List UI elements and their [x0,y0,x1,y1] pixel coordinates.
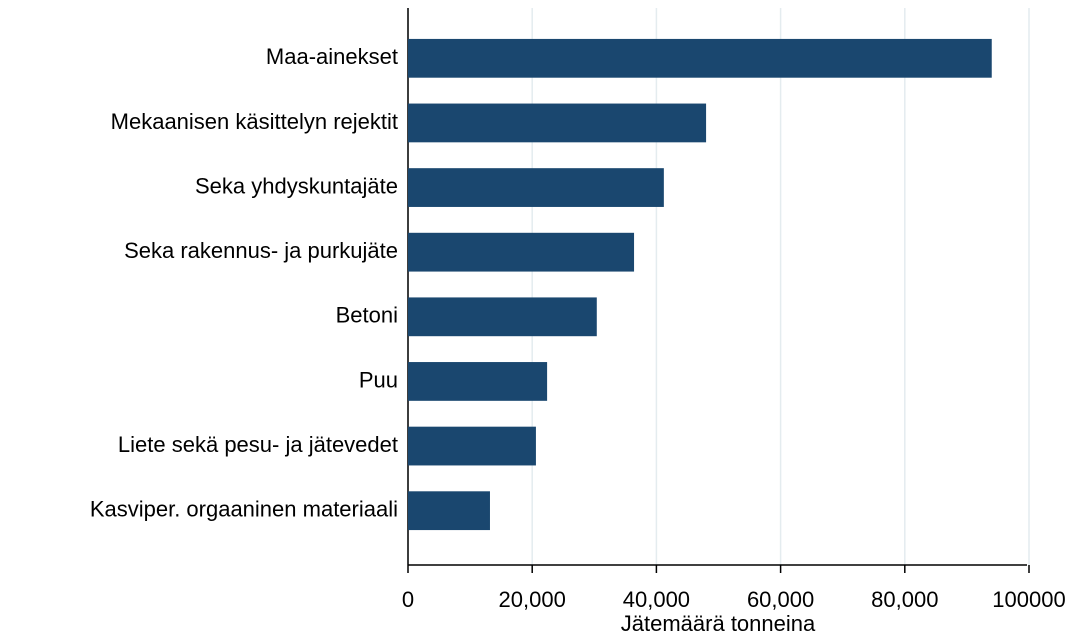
bar [408,297,597,337]
y-tick-label: Maa-ainekset [266,44,398,69]
x-tick-label: 20,000 [499,587,566,612]
x-tick-label: 60,000 [747,587,814,612]
y-tick-label: Seka yhdyskuntajäte [195,173,398,198]
bar [408,232,635,272]
bar [408,426,536,466]
x-tick-label: 80,000 [871,587,938,612]
y-tick-label: Seka rakennus- ja purkujäte [124,238,398,263]
bar [408,362,548,401]
y-tick-label: Betoni [336,303,398,328]
bar [408,103,707,143]
bar [408,491,490,531]
y-tick-label: Liete sekä pesu- ja jätevedet [118,432,398,457]
x-tick-label: 0 [402,587,414,612]
y-tick-label: Kasviper. orgaaninen materiaali [90,497,398,522]
x-axis-label: Jätemäärä tonneina [621,611,816,636]
bar [408,168,664,207]
x-tick-label: 100000 [992,587,1065,612]
x-tick-label: 40,000 [623,587,690,612]
y-tick-label: Mekaanisen käsittelyn rejektit [111,109,398,134]
y-tick-label: Puu [359,367,398,392]
bar [408,38,992,78]
